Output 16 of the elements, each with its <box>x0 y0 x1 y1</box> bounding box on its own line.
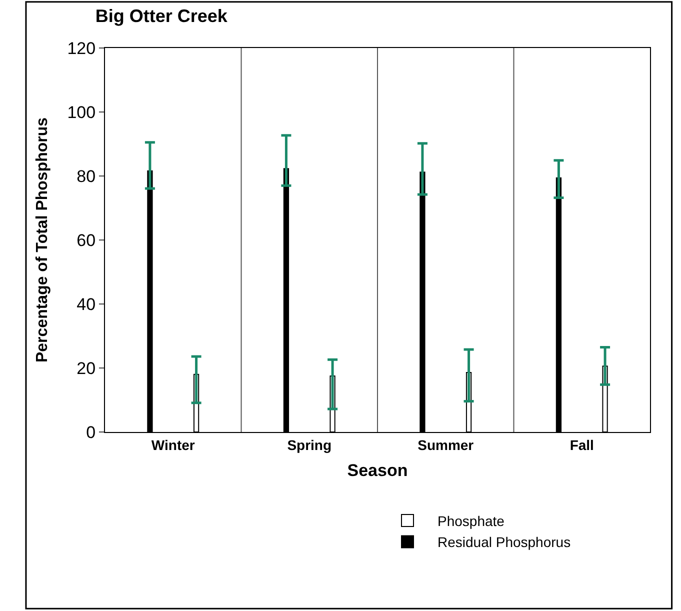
x-axis-title: Season <box>347 461 408 480</box>
legend-label: Residual Phosphorus <box>438 534 571 550</box>
y-tick-label: 120 <box>67 38 96 58</box>
x-tick-label: Fall <box>570 436 594 453</box>
x-tick-label: Summer <box>418 436 474 453</box>
y-tick-label: 20 <box>76 358 96 378</box>
y-tick-label: 0 <box>86 422 96 442</box>
y-tick-label: 100 <box>67 102 96 122</box>
chart-title: Big Otter Creek <box>95 6 228 26</box>
y-tick-label: 40 <box>76 294 96 314</box>
y-tick-label: 80 <box>76 166 96 186</box>
y-tick-label: 60 <box>76 230 96 250</box>
y-axis-title: Percentage of Total Phosphorus <box>34 117 52 363</box>
x-tick-label: Spring <box>287 436 332 453</box>
x-tick-label: Winter <box>151 436 196 453</box>
legend-label: Phosphate <box>438 513 505 530</box>
